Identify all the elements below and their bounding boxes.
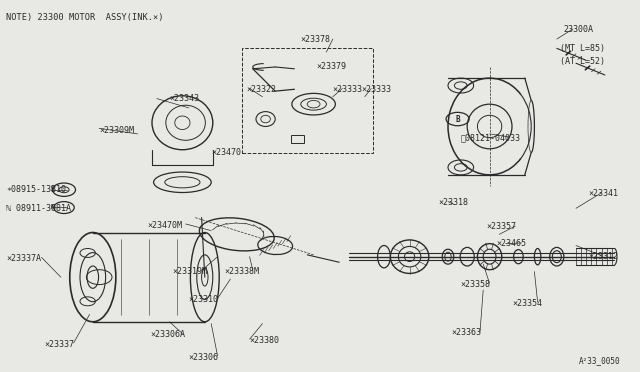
Text: (AT L=52): (AT L=52) (560, 57, 605, 66)
Text: ×23343: ×23343 (170, 94, 200, 103)
Text: ×23470: ×23470 (211, 148, 241, 157)
Text: ×23354: ×23354 (512, 299, 542, 308)
Text: ×23363: ×23363 (451, 328, 481, 337)
Text: (MT L=85): (MT L=85) (560, 44, 605, 53)
Text: ×23358: ×23358 (461, 280, 491, 289)
Text: B: B (455, 115, 460, 124)
Bar (242, 48, 373, 153)
Text: ×23322: ×23322 (246, 85, 276, 94)
Text: ×23465: ×23465 (496, 239, 526, 248)
Text: ×23341: ×23341 (589, 189, 619, 198)
Text: ×23333: ×23333 (362, 85, 392, 94)
Text: NOTE) 23300 MOTOR  ASSY(INK.×): NOTE) 23300 MOTOR ASSY(INK.×) (6, 13, 164, 22)
Text: ∗08915-13B10: ∗08915-13B10 (6, 185, 67, 194)
Text: ×23318: ×23318 (438, 198, 468, 207)
Text: ⒲08121-04033: ⒲08121-04033 (461, 133, 521, 142)
Text: ×23379: ×23379 (317, 62, 347, 71)
Text: ×23338M: ×23338M (224, 267, 259, 276)
Text: A²33_0050: A²33_0050 (579, 356, 621, 365)
Text: ×23333: ×23333 (333, 85, 363, 94)
Text: 23300A: 23300A (563, 25, 593, 34)
Text: ×23337A: ×23337A (6, 254, 42, 263)
Text: ×23306A: ×23306A (150, 330, 186, 339)
Text: V: V (51, 186, 54, 192)
Text: ×23380: ×23380 (250, 336, 280, 345)
Text: ×23319M: ×23319M (173, 267, 208, 276)
Text: ×23312: ×23312 (589, 252, 619, 261)
Text: ×23309M: ×23309M (99, 126, 134, 135)
Text: ×23357: ×23357 (486, 222, 516, 231)
Bar (291, 135, 304, 143)
Text: ×23337: ×23337 (45, 340, 75, 349)
Text: ×23306: ×23306 (189, 353, 219, 362)
Text: N: N (51, 204, 54, 210)
Text: ℕ 08911-3081A: ℕ 08911-3081A (6, 204, 72, 213)
Text: ×23378: ×23378 (301, 35, 331, 44)
Text: ×23470M: ×23470M (147, 221, 182, 230)
Text: ×23310: ×23310 (189, 295, 219, 304)
